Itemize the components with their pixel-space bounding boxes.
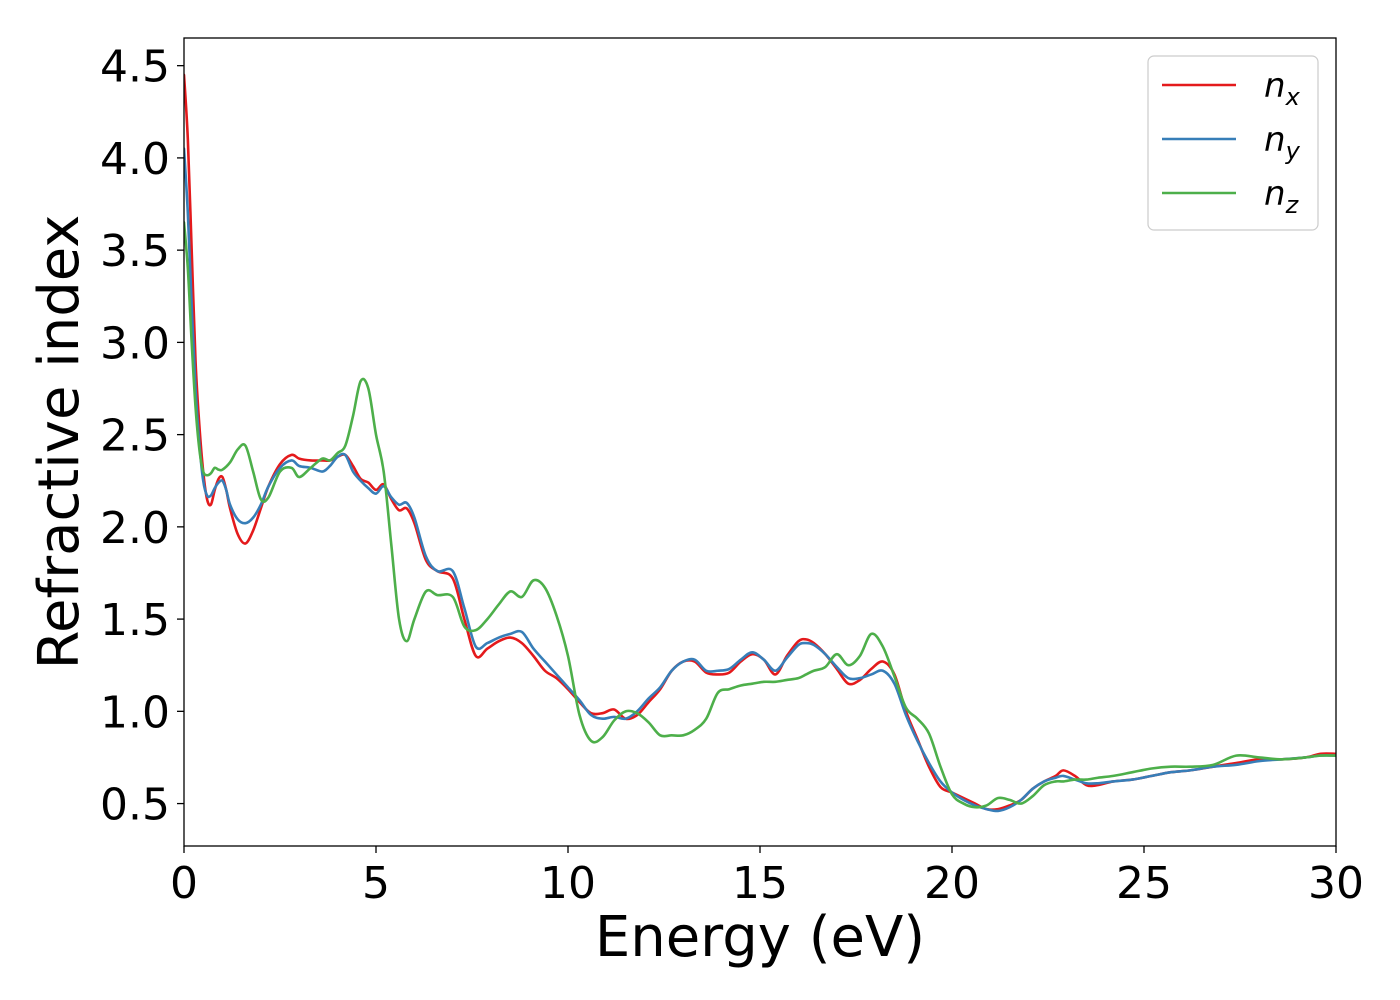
legend-label-nx: nx bbox=[1264, 66, 1301, 111]
x-tick-label: 15 bbox=[732, 858, 788, 909]
legend-label-base: n bbox=[1264, 66, 1286, 106]
series-line-nz bbox=[184, 221, 1336, 809]
x-axis: 0 5 10 15 20 25 30 bbox=[170, 846, 1364, 909]
y-tick-label: 4.0 bbox=[100, 134, 170, 185]
legend-label-subscript: x bbox=[1285, 83, 1301, 111]
legend-label-ny: ny bbox=[1264, 120, 1301, 165]
y-tick-label: 2.5 bbox=[100, 411, 170, 462]
legend-label-base: n bbox=[1264, 120, 1286, 160]
y-tick-label: 1.5 bbox=[100, 595, 170, 646]
x-tick-label: 30 bbox=[1308, 858, 1364, 909]
legend-box bbox=[1147, 55, 1319, 231]
legend-label-subscript: z bbox=[1285, 191, 1300, 219]
plot-frame bbox=[183, 37, 1337, 847]
x-axis-title: Energy (eV) bbox=[595, 905, 925, 970]
x-tick-label: 20 bbox=[924, 858, 980, 909]
y-tick-label: 0.5 bbox=[100, 780, 170, 831]
y-axis: 0.5 1.0 1.5 2.0 2.5 3.0 3.5 4.0 4.5 bbox=[100, 42, 184, 831]
y-tick-label: 2.0 bbox=[100, 503, 170, 554]
x-tick-label: 5 bbox=[362, 858, 390, 909]
y-tick-label: 3.0 bbox=[100, 318, 170, 369]
y-tick-label: 4.5 bbox=[100, 42, 170, 93]
legend-label-base: n bbox=[1264, 174, 1286, 214]
x-tick-label: 10 bbox=[540, 858, 596, 909]
y-tick-label: 1.0 bbox=[100, 687, 170, 738]
x-tick-label: 0 bbox=[170, 858, 198, 909]
plot-series bbox=[184, 73, 1336, 813]
y-tick-label: 3.5 bbox=[100, 226, 170, 277]
y-axis-title: Refractive index bbox=[27, 215, 92, 670]
legend-label-subscript: y bbox=[1285, 137, 1301, 165]
x-tick-label: 25 bbox=[1116, 858, 1172, 909]
legend-label-nz: nz bbox=[1264, 174, 1300, 219]
